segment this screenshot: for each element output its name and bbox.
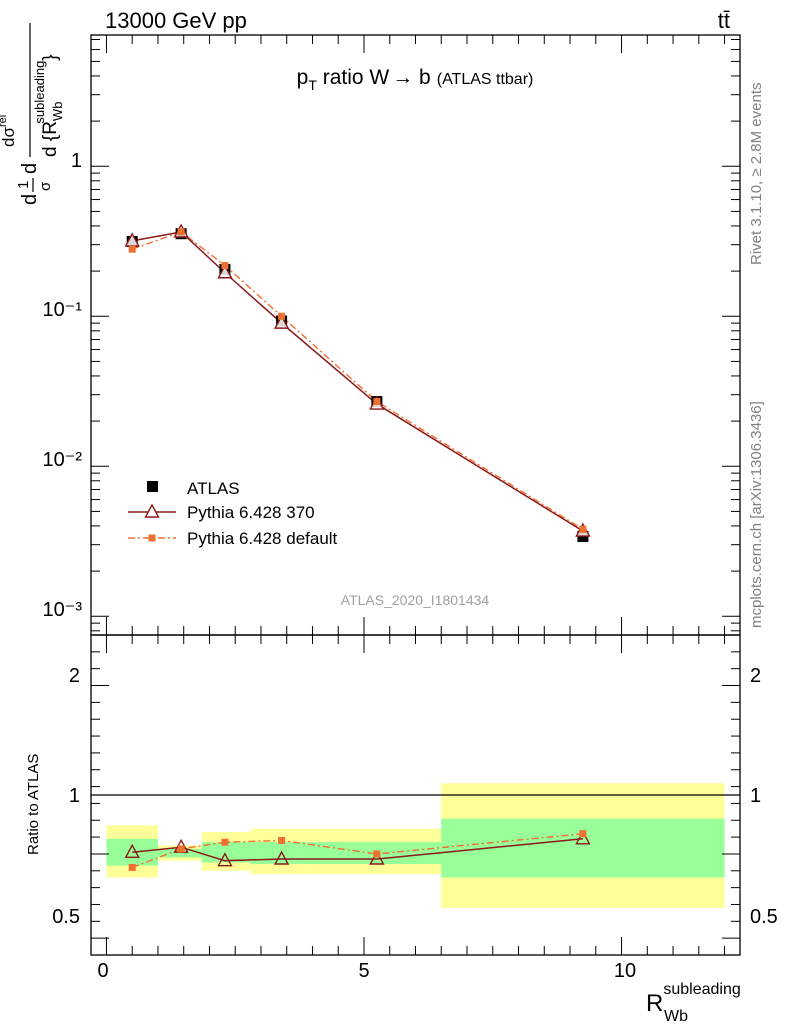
y-label-brace: }	[40, 54, 61, 60]
ratio-pythia-default-point	[221, 838, 229, 846]
ratio-y-axis-label: Ratio to ATLAS	[25, 754, 42, 855]
ratio-pythia-370-point	[575, 830, 591, 845]
title-ratio-w: ratio W	[317, 66, 390, 89]
title-arrow: →	[392, 66, 413, 89]
title-p: p	[297, 66, 309, 89]
y-label-sigma: σ	[37, 181, 54, 191]
plot-title: pT ratio W → b (ATLAS ttbar)	[297, 66, 534, 93]
legend-entry-atlas: ATLAS	[187, 479, 240, 498]
y-label-subleading: subleading	[32, 61, 47, 124]
ratio-pythia-default-point	[128, 863, 136, 871]
x-label-r: R	[646, 990, 663, 1017]
legend-marker-pythia-default	[148, 534, 156, 542]
ratio-pythia-370-point	[273, 850, 290, 865]
y-label-numerator: dσrel	[0, 115, 18, 147]
y-label-wb: Wb	[50, 102, 65, 122]
pythia-370-line	[132, 231, 584, 532]
ratio-panel: 2 1 0.5 2 1 0.5 Ratio to ATLAS 0 5 10 Rs…	[25, 634, 778, 1024]
ratio-axis-ticks	[91, 635, 740, 955]
y-label-d2: d	[19, 163, 41, 174]
x-tick-label-0: 0	[97, 960, 108, 982]
ratio-pythia-370-point	[124, 843, 140, 858]
ratio-pythia-default-line	[131, 833, 583, 869]
title-sub-t: T	[308, 77, 317, 93]
ratio-pythia-370-point	[217, 852, 233, 867]
ratio-y-tick-label-2: 2	[69, 665, 80, 687]
title-b: b	[413, 66, 431, 89]
y-tick-label-1: 1	[71, 150, 82, 172]
title-experiment: (ATLAS ttbar)	[437, 71, 534, 88]
rivet-version-label: Rivet 3.1.10, ≥ 2.8M events	[748, 83, 765, 266]
ratio-pythia-default-point	[177, 845, 185, 853]
x-label-sub: Wb	[664, 1008, 688, 1024]
main-series-layer	[124, 223, 591, 543]
pythia-default-point	[128, 245, 136, 253]
ratio-pythia-default-point	[579, 830, 587, 838]
y-tick-label-1e-1: 10⁻¹	[43, 299, 83, 321]
y-tick-label-1e-3: 10⁻³	[43, 599, 83, 621]
pythia-default-point	[579, 525, 587, 533]
legend-marker-pythia-370	[144, 503, 160, 518]
pythia-default-point	[221, 261, 229, 269]
ratio-y-tick-label-2-right: 2	[750, 665, 761, 687]
ratio-pythia-370-line	[132, 838, 583, 862]
ratio-y-tick-label-0-5-right: 0.5	[750, 906, 778, 928]
legend-entry-pythia-default: Pythia 6.428 default	[187, 529, 338, 548]
ratio-y-tick-label-1-right: 1	[750, 785, 761, 807]
main-panel: pT ratio W → b (ATLAS ttbar) 1 10⁻¹ 10⁻² 1…	[0, 23, 741, 636]
process-label: tt̄	[718, 8, 730, 33]
pythia-370-point	[273, 314, 290, 329]
pythia-default-point	[373, 398, 381, 406]
pythia-default-line	[131, 231, 584, 530]
ratio-pythia-370-point	[369, 850, 385, 865]
x-label-sup: subleading	[663, 981, 740, 998]
pythia-370-point	[217, 264, 233, 279]
energy-label: 13000 GeV pp	[105, 8, 247, 33]
y-label-denominator: d {RWbsubleading}	[32, 54, 65, 157]
ratio-pythia-default-point	[278, 836, 286, 844]
legend-entry-pythia-370: Pythia 6.428 370	[187, 503, 315, 522]
ratio-y-tick-label-1: 1	[69, 785, 80, 807]
ratio-band-green	[250, 842, 308, 865]
ratio-series-layer	[124, 830, 591, 871]
legend: ATLAS Pythia 6.428 370 Pythia 6.428 defa…	[128, 479, 338, 548]
legend-marker-atlas	[147, 481, 158, 492]
analysis-watermark: ATLAS_2020_I1801434	[341, 592, 490, 608]
x-tick-label-10: 10	[614, 960, 636, 982]
ratio-band-green	[157, 848, 202, 858]
mcplots-label: mcplots.cern.ch [arXiv:1306.3436]	[748, 401, 765, 628]
ratio-frame	[90, 634, 741, 956]
y-label-rel: rel	[0, 115, 9, 127]
y-tick-label-1e-2: 10⁻²	[43, 449, 83, 471]
ratio-pythia-default-point	[373, 850, 381, 858]
main-y-axis-label: d 1 σ d dσrel d {RWbsubleading}	[0, 23, 65, 205]
y-label-d: d	[19, 194, 41, 205]
pythia-default-point	[278, 312, 286, 320]
y-label-one: 1	[15, 181, 32, 189]
pythia-default-point	[177, 228, 185, 236]
x-tick-label-5: 5	[358, 960, 369, 982]
main-axis-ticks	[91, 35, 740, 635]
x-axis-label: Rsubleading Wb	[646, 981, 741, 1024]
ratio-y-tick-label-0-5: 0.5	[52, 906, 80, 928]
